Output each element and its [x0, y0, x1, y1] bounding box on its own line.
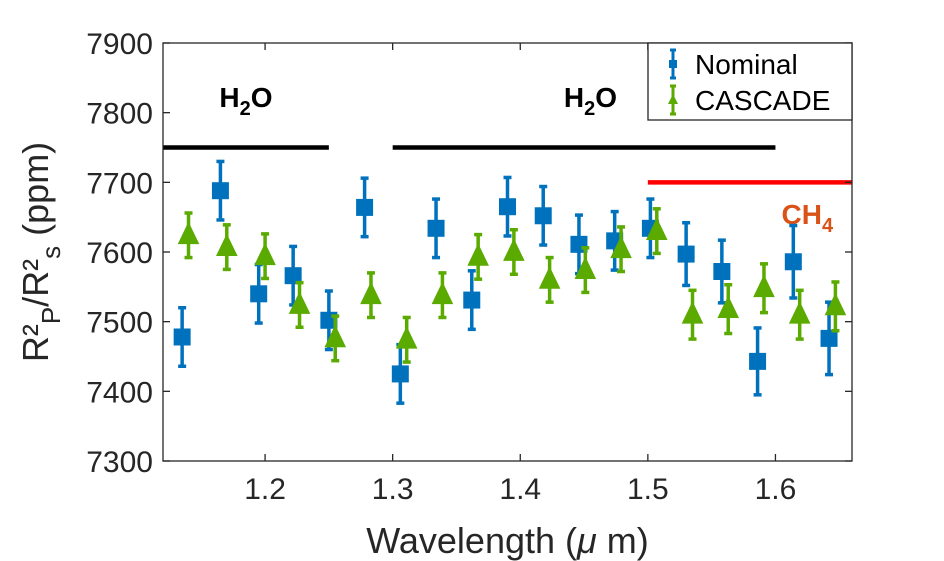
annotation-label-subscript: 4	[822, 215, 834, 237]
y-axis-label: R²P/R²s (ppm)	[15, 142, 66, 362]
data-point	[820, 329, 838, 347]
data-point	[391, 365, 409, 383]
x-tick-label: 1.4	[499, 473, 541, 506]
legend-entry-nominal: Nominal	[669, 48, 798, 80]
legend-entry-cascade: CASCADE	[668, 84, 830, 116]
data-point	[610, 235, 632, 259]
data-point	[717, 295, 740, 319]
data-point	[427, 219, 445, 237]
data-point	[749, 352, 767, 370]
annotation-label-main: H	[219, 82, 239, 113]
x-axis-label-tail: m)	[597, 520, 649, 561]
x-axis-label: Wavelength (μ m)	[366, 520, 648, 561]
annotation-label: H2O	[564, 82, 617, 120]
data-point	[713, 263, 731, 281]
y-tick-label: 7300	[86, 446, 153, 479]
annotation-label-main: H	[564, 82, 584, 113]
data-point	[784, 253, 802, 271]
annotation-label: CH4	[782, 199, 834, 237]
y-axis-label-subscript: s	[36, 246, 66, 259]
data-point	[503, 238, 525, 261]
data-point	[177, 221, 200, 245]
data-point	[250, 285, 268, 303]
y-axis-label-part: (ppm)	[15, 142, 56, 246]
data-point	[677, 245, 695, 263]
series-layer	[173, 159, 847, 405]
series-cascade	[177, 207, 847, 364]
annotation-label-tail: O	[595, 82, 617, 113]
x-tick-label: 1.3	[372, 473, 414, 506]
data-point	[824, 292, 847, 316]
legend-label: CASCADE	[695, 85, 830, 116]
annotation-label-subscript: 2	[240, 98, 251, 120]
data-point	[645, 217, 668, 240]
data-point	[681, 301, 704, 324]
legend-label: Nominal	[695, 49, 798, 80]
annotation-label: H2O	[219, 82, 272, 120]
annotation-label-main: CH	[782, 199, 822, 230]
data-point	[431, 281, 454, 305]
data-point	[463, 291, 481, 309]
legend-marker	[668, 94, 678, 104]
data-point	[574, 256, 597, 280]
data-point	[216, 233, 238, 257]
x-tick-label: 1.2	[244, 473, 286, 506]
y-axis-label-part: R²	[15, 324, 56, 362]
data-point	[360, 281, 382, 305]
data-point	[324, 324, 347, 348]
legend: Nominal CASCADE	[647, 42, 853, 121]
legend-box	[647, 42, 853, 121]
data-point	[288, 291, 311, 314]
data-point	[534, 207, 552, 225]
data-point	[538, 266, 561, 289]
data-point	[753, 274, 775, 298]
x-axis-label-mu: μ	[576, 520, 597, 561]
y-tick-label: 7700	[86, 167, 153, 200]
x-tick-label: 1.5	[627, 473, 669, 506]
y-tick-label: 7500	[86, 307, 153, 340]
y-tick-label: 7800	[86, 98, 153, 131]
data-point	[211, 182, 229, 200]
y-tick-label: 7600	[86, 237, 153, 270]
annotation-label-subscript: 2	[584, 98, 595, 120]
x-tick-label: 1.6	[755, 473, 797, 506]
y-axis-label-part: /R²	[15, 259, 56, 307]
x-axis-label-text: Wavelength (	[366, 520, 577, 561]
y-axis-label-subscript: P	[36, 307, 66, 324]
legend-marker	[669, 60, 677, 68]
data-point	[173, 328, 191, 346]
annotation-label-tail: O	[251, 82, 273, 113]
data-point	[395, 326, 418, 349]
y-tick-label: 7400	[86, 376, 153, 409]
data-point	[467, 243, 489, 266]
series-nominal	[173, 159, 838, 405]
data-point	[254, 242, 276, 266]
data-point	[788, 301, 811, 324]
data-point	[356, 198, 374, 216]
y-tick-label: 7900	[86, 28, 153, 61]
data-point	[284, 267, 302, 285]
data-point	[499, 198, 516, 216]
